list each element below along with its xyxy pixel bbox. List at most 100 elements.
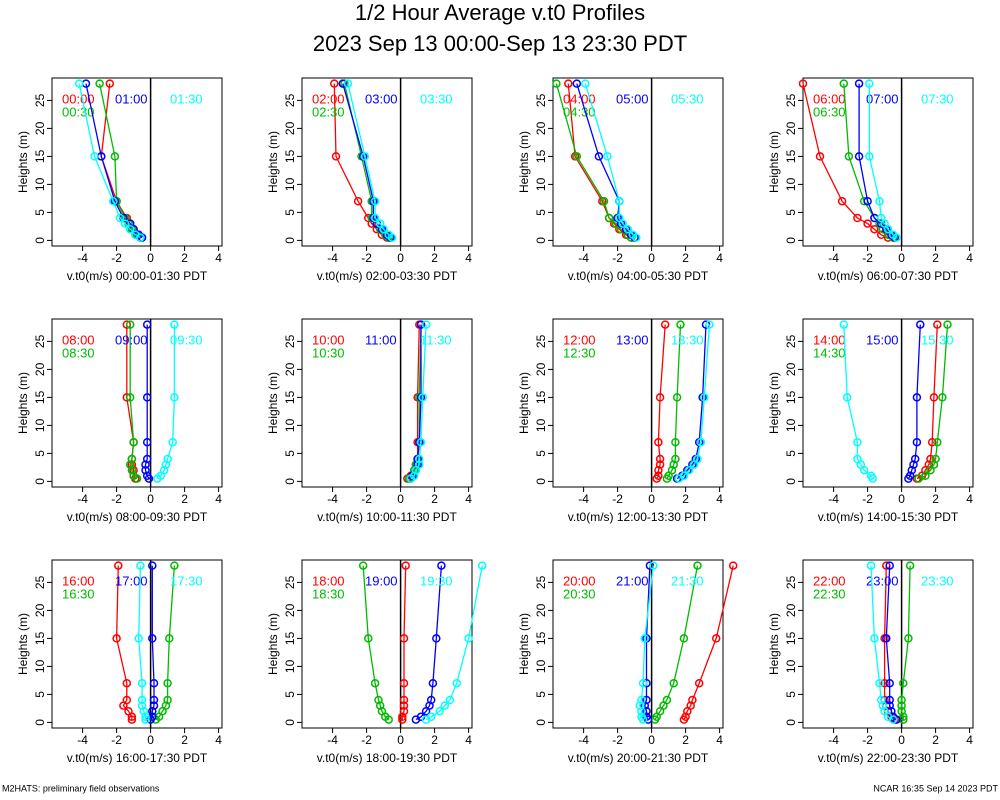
profile-point — [637, 712, 646, 722]
y-tick-label: 0 — [534, 237, 548, 244]
series-label: 08:30 — [62, 345, 95, 360]
profile-point — [115, 213, 125, 223]
y-axis-label: Heights (m) — [266, 131, 280, 193]
profile-line — [115, 565, 133, 720]
plot-frame — [802, 318, 974, 488]
profile-point — [637, 706, 646, 716]
y-tick-label: 25 — [33, 334, 47, 348]
y-tick-label: 15 — [534, 149, 548, 163]
series-label: 16:00 — [62, 573, 95, 588]
x-tick-label: 4 — [716, 492, 723, 506]
series-label: 11:00 — [365, 332, 397, 347]
x-tick-label: 4 — [966, 492, 973, 506]
profile-point — [440, 701, 450, 710]
profile-point — [149, 678, 159, 688]
profile-line — [918, 324, 949, 480]
y-axis-label: Heights (m) — [517, 613, 531, 675]
profile-point — [866, 471, 876, 481]
x-tick-label: 2 — [932, 251, 939, 265]
y-tick-label: 10 — [784, 659, 798, 673]
profile-point — [681, 712, 690, 722]
profile-point — [137, 695, 147, 705]
y-tick-label: 20 — [784, 603, 798, 617]
profile-point — [882, 634, 891, 643]
y-tick-label: 15 — [33, 631, 47, 645]
x-tick-label: 4 — [716, 251, 723, 265]
profile-point — [897, 701, 906, 710]
profile-point — [552, 79, 561, 88]
y-tick-label: 25 — [283, 93, 297, 107]
y-tick-label: 5 — [33, 450, 47, 457]
y-tick-label: 20 — [33, 362, 47, 376]
y-tick-label: 10 — [534, 659, 548, 673]
x-axis-label: v.t0(m/s) 12:00-13:30 PDT — [568, 510, 709, 524]
profile-point — [343, 79, 353, 88]
profile-point — [110, 152, 120, 161]
profile-point — [927, 437, 937, 447]
y-tick-label: 10 — [784, 177, 798, 191]
profile-point — [863, 196, 872, 206]
profile-point — [142, 393, 152, 402]
y-tick-label: 5 — [33, 209, 47, 216]
series-label: 10:00 — [312, 332, 345, 347]
x-tick-label: 2 — [932, 733, 939, 747]
profile-point — [165, 634, 174, 643]
y-tick-label: 10 — [33, 659, 47, 673]
profile-point — [693, 454, 702, 464]
profile-point — [854, 79, 864, 88]
profile-point — [798, 79, 808, 88]
profile-point — [331, 152, 341, 161]
profile-point — [477, 561, 487, 570]
y-tick-label: 10 — [283, 177, 297, 191]
profile-line — [155, 565, 176, 721]
profile-point — [669, 678, 678, 688]
x-tick-label: 2 — [932, 492, 939, 506]
x-tick-label: 0 — [147, 733, 154, 747]
profile-point — [108, 196, 118, 206]
profile-point — [122, 695, 132, 705]
profile-point — [705, 320, 714, 329]
x-axis-label: v.t0(m/s) 18:00-19:30 PDT — [317, 751, 458, 765]
y-tick-label: 20 — [534, 603, 548, 617]
profile-point — [938, 393, 947, 402]
y-tick-label: 0 — [784, 237, 798, 244]
profile-point — [880, 706, 889, 716]
profile-point — [853, 437, 862, 447]
profile-point — [141, 465, 150, 475]
x-tick-label: 2 — [181, 251, 188, 265]
profile-point — [360, 152, 370, 161]
x-tick-label: 0 — [898, 492, 905, 506]
profile-point — [124, 706, 133, 716]
y-tick-label: 20 — [784, 121, 798, 135]
x-tick-label: 4 — [716, 733, 723, 747]
profile-point — [149, 695, 159, 705]
x-tick-label: 0 — [898, 733, 905, 747]
profile-line — [843, 83, 894, 239]
profile-point — [667, 465, 677, 475]
x-tick-label: 2 — [431, 251, 438, 265]
profile-point — [882, 561, 891, 570]
profile-point — [642, 706, 651, 716]
series-label: 05:00 — [616, 91, 649, 106]
series-label: 12:30 — [563, 345, 596, 360]
profile-point — [907, 465, 917, 475]
profile-point — [170, 320, 179, 329]
profile-point — [432, 634, 441, 643]
x-tick-label: 0 — [397, 492, 404, 506]
profile-point — [888, 230, 898, 240]
series-label: 13:00 — [616, 332, 649, 347]
series-label: 02:00 — [312, 91, 345, 106]
x-tick-label: 0 — [147, 492, 154, 506]
profile-point — [163, 454, 172, 464]
x-tick-label: -2 — [111, 251, 122, 265]
profile-point — [163, 695, 172, 705]
profile-point — [384, 230, 393, 240]
profile-point — [148, 706, 157, 716]
series-label: 19:30 — [420, 573, 453, 588]
x-tick-label: -2 — [361, 492, 372, 506]
profile-point — [642, 695, 651, 705]
profile-point — [120, 219, 130, 228]
profile-point — [924, 460, 934, 469]
series-label: 00:00 — [62, 91, 95, 106]
profile-line — [362, 565, 390, 721]
